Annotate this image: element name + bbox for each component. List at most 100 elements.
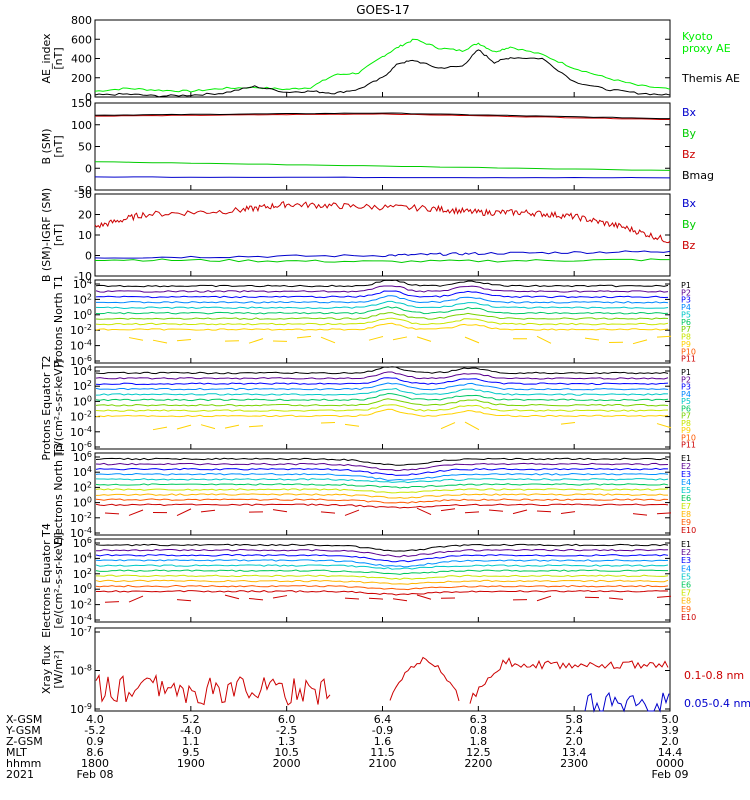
flux-fragment [296, 335, 312, 339]
flux-fragment [560, 422, 576, 425]
flux-line [95, 554, 669, 563]
series-line-bmag [94, 112, 671, 120]
x-axis-value: 6.3 [470, 713, 488, 726]
flux-line [95, 300, 669, 309]
y-axis-label: AE_index[nT] [40, 33, 65, 84]
legend-e7: E7 [681, 502, 691, 511]
flux-line [95, 322, 669, 331]
legend-p8: P8 [681, 333, 691, 342]
x-axis-value: 2300 [560, 757, 588, 770]
legend-e7: E7 [681, 589, 691, 598]
legend-bx: Bx [682, 197, 697, 210]
y-tick-label: 10-7 [70, 625, 92, 639]
y-tick-label: 10-9 [70, 702, 92, 716]
y-tick-label: 10-4 [70, 526, 92, 540]
y-tick-label: 600 [71, 33, 92, 46]
flux-fragment [440, 508, 456, 512]
y-axis-label: Electrons Equator T4[e/(cm²-s-sr-keV)] [40, 523, 65, 638]
flux-fragment [416, 507, 432, 516]
flux-fragment [392, 598, 408, 602]
flux-line [95, 388, 669, 396]
flux-fragment [536, 510, 552, 513]
flux-fragment [176, 339, 192, 342]
x-axis-value: 11.5 [370, 746, 395, 759]
panel-frame [94, 627, 671, 712]
x-row-label: Z-GSM [6, 735, 43, 748]
flux-fragment [272, 509, 288, 513]
x-axis-value: 14.4 [658, 746, 683, 759]
x-axis-value: -2.5 [276, 724, 297, 737]
legend-p1: P1 [681, 368, 691, 377]
panel-3: -10 0 10 20 30 B (SM)-IGRF (SM)[nT] Bx By Bz [40, 188, 697, 283]
x-axis-date: Feb 08 [77, 768, 114, 781]
flux-fragment [656, 423, 672, 429]
flux-fragment [464, 511, 480, 514]
flux-fragment [368, 597, 384, 600]
legend-p5: P5 [681, 397, 691, 406]
flux-line [95, 503, 669, 509]
flux-fragment [128, 595, 144, 603]
legend-kyoto: Kyoto [682, 30, 713, 43]
x-axis-value: 1.1 [182, 735, 200, 748]
x-axis-value: 5.8 [565, 713, 583, 726]
flux-fragment [464, 336, 480, 344]
y-tick-label: -50 [74, 184, 92, 197]
flux-fragment [536, 335, 552, 344]
flux-line [95, 574, 669, 580]
legend-e9: E9 [681, 605, 691, 614]
flux-line [95, 312, 669, 320]
x-axis-date: Feb 09 [652, 768, 689, 781]
legend-p2: P2 [681, 375, 691, 384]
flux-line [95, 548, 669, 558]
x-axis-value: 4.0 [86, 713, 104, 726]
flux-line [95, 488, 669, 494]
x-axis-value: -4.0 [180, 724, 201, 737]
flux-line [95, 543, 669, 552]
y-tick-label: 100 [73, 394, 92, 408]
legend-p10: P10 [681, 347, 696, 356]
flux-line [95, 366, 669, 375]
x-axis-value: -0.9 [372, 724, 393, 737]
flux-fragment [104, 512, 120, 515]
flux-line [95, 498, 669, 504]
flux-fragment [344, 509, 360, 516]
y-tick-label: 104 [73, 277, 92, 291]
series-line-by [94, 161, 671, 171]
y-tick-label: 0 [85, 250, 92, 263]
y-tick-label: 104 [73, 551, 92, 565]
flux-fragment [512, 509, 528, 515]
series-line-bz [94, 113, 671, 121]
flux-fragment [248, 338, 264, 344]
panel-8: 10-7 10-8 10-9 Xray flux[W/m²] 0.1-0.8 nm 0.0… [40, 625, 750, 716]
y-axis-label: Protons North T1 [52, 275, 65, 368]
legend-e6: E6 [681, 494, 691, 503]
panel-frame [94, 193, 671, 277]
flux-fragment [272, 595, 288, 599]
flux-fragment [416, 594, 432, 600]
flux-fragment [656, 512, 672, 515]
flux-fragment [440, 422, 456, 430]
legend-e5: E5 [681, 486, 691, 495]
y-tick-label: 106 [73, 536, 92, 550]
legend-p10: P10 [681, 433, 696, 442]
y-axis-label: Protons Equator T2[p/(cm²-s-sr-keV)] [40, 355, 65, 460]
x-row-label: Y-GSM [5, 724, 41, 737]
flux-fragment [416, 336, 432, 342]
legend-kyoto-2: proxy AE [682, 42, 731, 55]
legend-e8: E8 [681, 510, 691, 519]
legend-p7: P7 [681, 325, 691, 334]
y-tick-label: 104 [73, 364, 92, 378]
flux-fragment [128, 337, 144, 341]
legend-e2: E2 [681, 548, 691, 557]
legend-p11: P11 [681, 355, 696, 364]
chart-title: GOES-17 [356, 3, 410, 17]
y-tick-label: 200 [71, 72, 92, 85]
flux-line [95, 382, 669, 391]
legend-p3: P3 [681, 383, 691, 392]
x-axis-value: 0000 [656, 757, 684, 770]
legend-e4: E4 [681, 564, 691, 573]
flux-line [95, 569, 669, 575]
flux-fragment [128, 509, 144, 516]
